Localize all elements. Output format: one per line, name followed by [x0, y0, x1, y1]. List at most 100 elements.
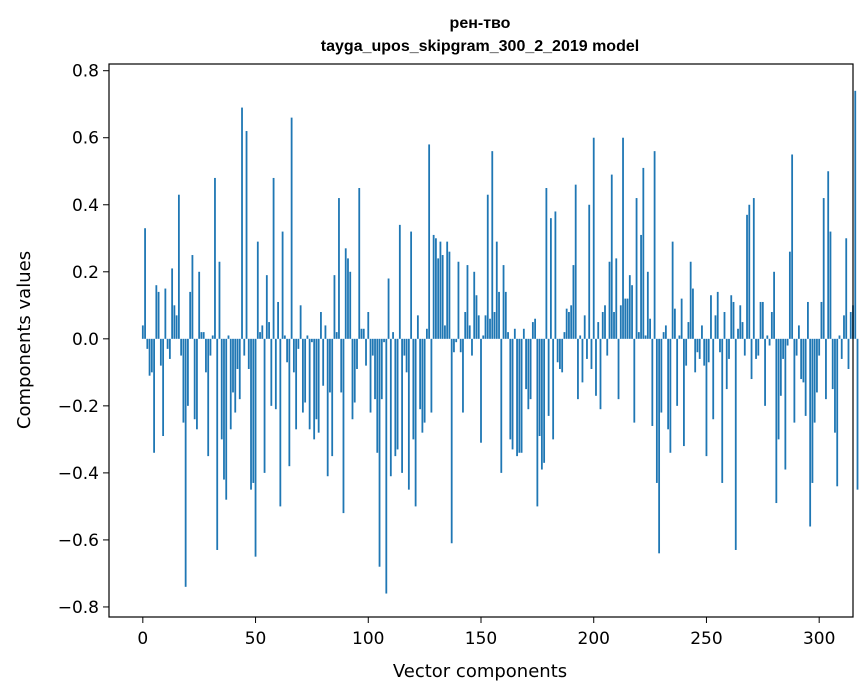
bar-210 — [615, 258, 618, 339]
bars-group — [141, 90, 859, 594]
bar-192 — [574, 184, 577, 339]
bar-307 — [834, 338, 836, 433]
bar-180 — [547, 338, 550, 416]
bar-169 — [522, 328, 525, 339]
bar-128 — [430, 338, 433, 413]
bar-49 — [252, 338, 255, 483]
bar-21 — [189, 291, 192, 339]
bar-229 — [658, 338, 661, 554]
bar-82 — [326, 338, 329, 477]
bar-235 — [671, 241, 674, 339]
bar-103 — [374, 338, 376, 400]
bar-52 — [259, 332, 261, 339]
bar-282 — [777, 338, 780, 440]
bar-101 — [369, 338, 372, 413]
bar-1 — [144, 228, 146, 339]
bar-248 — [701, 325, 703, 339]
bar-159 — [500, 338, 503, 473]
bar-211 — [617, 338, 620, 400]
bar-35 — [220, 338, 223, 440]
bar-77 — [315, 338, 318, 420]
bar-89 — [342, 338, 345, 514]
bar-109 — [387, 278, 390, 339]
bar-274 — [759, 301, 762, 339]
bar-260 — [728, 338, 730, 359]
bar-0 — [141, 325, 144, 339]
bar-287 — [788, 251, 791, 339]
bar-39 — [229, 338, 232, 430]
bar-63 — [283, 335, 286, 339]
bar-265 — [739, 305, 742, 339]
bar-184 — [556, 338, 559, 363]
bar-177 — [540, 338, 543, 470]
bar-162 — [507, 332, 509, 339]
bar-198 — [588, 204, 591, 339]
bar-41 — [234, 338, 237, 413]
y-tick-label: 0.0 — [72, 330, 99, 350]
y-tick-label: 0.6 — [72, 129, 99, 149]
y-tick-label: 0.4 — [72, 196, 99, 216]
bar-258 — [723, 312, 726, 339]
bar-167 — [518, 338, 521, 453]
bar-225 — [649, 318, 651, 339]
bar-299 — [816, 338, 818, 393]
bar-154 — [489, 318, 491, 339]
bar-32 — [214, 177, 216, 339]
bar-129 — [432, 234, 435, 339]
bar-76 — [313, 338, 316, 440]
bar-31 — [211, 335, 214, 339]
bar-302 — [822, 198, 825, 339]
bar-279 — [770, 312, 773, 339]
bar-67 — [292, 338, 295, 373]
bar-98 — [362, 328, 365, 339]
bar-294 — [804, 338, 807, 416]
bar-288 — [791, 154, 794, 339]
bar-124 — [421, 338, 424, 433]
bar-269 — [748, 204, 751, 339]
bar-149 — [477, 315, 480, 339]
bar-84 — [331, 338, 334, 457]
bar-26 — [200, 332, 203, 339]
bar-133 — [441, 255, 444, 339]
bar-131 — [437, 258, 440, 339]
bar-238 — [678, 335, 681, 339]
bar-69 — [297, 338, 300, 349]
bar-113 — [396, 338, 399, 450]
bar-222 — [642, 167, 645, 339]
bar-27 — [202, 332, 205, 339]
bar-316 — [854, 90, 857, 339]
bar-24 — [196, 338, 198, 430]
bar-121 — [414, 338, 417, 507]
bar-138 — [453, 338, 455, 353]
chart-title-line2: tayga_upos_skipgram_300_2_2019 model — [321, 38, 639, 55]
bar-99 — [365, 338, 367, 366]
bar-240 — [683, 338, 685, 447]
bar-58 — [272, 177, 275, 339]
bar-107 — [383, 338, 385, 343]
bar-158 — [498, 291, 500, 339]
bar-85 — [333, 275, 336, 339]
bar-108 — [385, 338, 388, 594]
bar-143 — [464, 312, 467, 339]
bar-262 — [732, 301, 735, 339]
bar-202 — [597, 322, 600, 339]
bar-161 — [504, 291, 507, 339]
bar-284 — [782, 338, 785, 359]
bar-81 — [324, 325, 327, 339]
bar-232 — [664, 325, 667, 339]
bar-226 — [651, 338, 654, 426]
bar-272 — [755, 338, 757, 359]
bar-126 — [425, 328, 428, 339]
bar-87 — [338, 198, 340, 339]
bar-171 — [527, 338, 530, 410]
bar-297 — [811, 338, 814, 483]
bar-55 — [265, 275, 268, 339]
bar-88 — [340, 338, 343, 393]
bar-56 — [268, 322, 270, 339]
bar-301 — [820, 301, 823, 339]
bar-271 — [752, 198, 755, 339]
bar-38 — [227, 335, 230, 339]
bar-19 — [184, 338, 187, 587]
bar-23 — [193, 338, 196, 420]
bar-280 — [773, 271, 775, 339]
